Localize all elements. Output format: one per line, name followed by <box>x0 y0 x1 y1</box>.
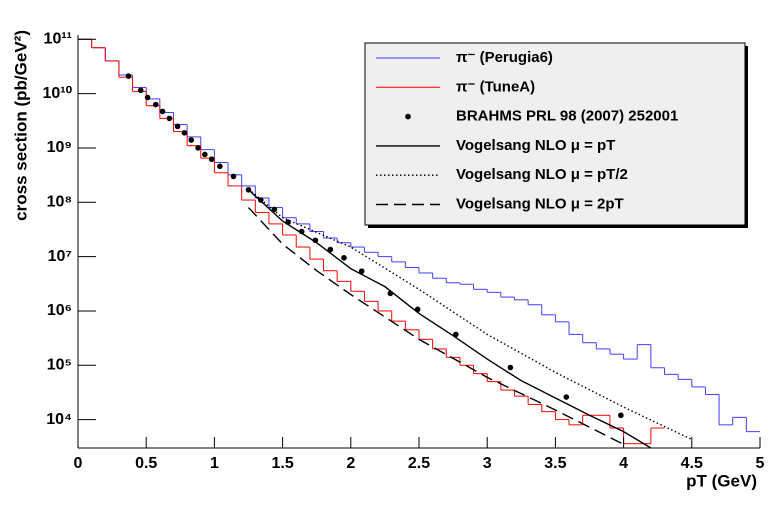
x-tick-label: 0.5 <box>135 455 157 472</box>
legend-marker <box>405 113 411 120</box>
data-point <box>188 137 195 143</box>
data-point <box>271 206 278 213</box>
data-point <box>202 151 208 158</box>
data-point <box>217 163 223 170</box>
legend-label: π⁻ (TuneA) <box>456 78 535 95</box>
data-point <box>341 255 347 261</box>
x-tick-label: 0 <box>74 455 83 472</box>
data-point <box>327 246 334 253</box>
legend: π⁻ (Perugia6) π⁻ (TuneA) BRAHMS PRL 98 (20… <box>376 49 678 212</box>
legend-box <box>364 42 746 226</box>
y-tick-label: 10⁷ <box>48 248 72 265</box>
data-point <box>159 108 166 115</box>
legend-label: Vogelsang NLO μ = pT/2 <box>456 166 628 183</box>
data-point <box>208 156 215 163</box>
y-tick-label: 10¹⁰ <box>42 85 72 102</box>
theory-curve <box>248 188 693 441</box>
x-tick-label: 4.5 <box>681 455 703 472</box>
x-tick-label: 5 <box>756 455 765 472</box>
y-tick-label: 10⁴ <box>46 411 72 428</box>
data-point <box>181 130 188 136</box>
legend-label: Vogelsang NLO μ = pT <box>456 137 615 154</box>
y-tick-label: 10¹¹ <box>44 31 72 48</box>
x-tick-label: 2 <box>346 455 355 472</box>
legend-label: BRAHMS PRL 98 (2007) 252001 <box>456 108 678 125</box>
y-tick-label: 10⁸ <box>47 194 72 211</box>
x-tick-label: 3 <box>483 455 492 472</box>
x-tick-label: 2.5 <box>408 455 430 472</box>
data-point <box>152 101 159 108</box>
data-point <box>144 94 151 101</box>
x-tick-label: 3.5 <box>544 455 566 472</box>
legend-label: π⁻ (Perugia6) <box>456 49 553 66</box>
data-point <box>563 394 570 400</box>
data-point <box>195 145 201 151</box>
y-tick-label: 10⁹ <box>47 139 72 156</box>
data-point <box>137 87 144 94</box>
x-tick-label: 1.5 <box>271 455 293 472</box>
data-point <box>166 115 173 122</box>
theory-curve <box>248 189 652 448</box>
y-axis-title: cross section (pb/GeV²) <box>11 30 30 221</box>
x-axis-title: pT (GeV) <box>686 471 757 490</box>
x-tick-label: 1 <box>210 455 219 472</box>
legend-label: Vogelsang NLO μ = 2pT <box>456 195 624 212</box>
data-point <box>125 73 132 79</box>
data-point <box>507 364 514 371</box>
data-point <box>618 412 624 419</box>
data-point <box>230 173 237 180</box>
x-tick-label: 4 <box>619 455 628 472</box>
y-tick-label: 10⁶ <box>47 302 72 319</box>
data-point <box>174 123 181 130</box>
data-point <box>358 268 365 274</box>
theory-curve <box>247 207 624 445</box>
y-tick-label: 10⁵ <box>47 356 72 373</box>
